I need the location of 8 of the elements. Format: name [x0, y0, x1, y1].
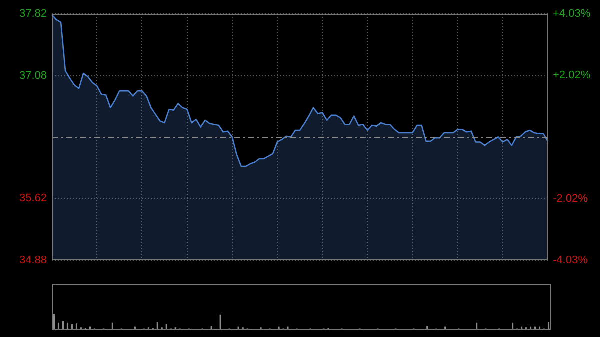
- y-tick-label: 37.08: [19, 70, 47, 82]
- y-tick-label: 34.88: [19, 254, 47, 266]
- y-tick-label: 37.82: [19, 8, 47, 20]
- y2-tick-label: +4.03%: [553, 8, 591, 20]
- y2-tick-label: -2.02%: [553, 192, 588, 205]
- y2-tick-label: -4.03%: [553, 254, 588, 266]
- y-tick-label: 35.62: [19, 192, 47, 204]
- y2-tick-label: +2.02%: [553, 69, 591, 82]
